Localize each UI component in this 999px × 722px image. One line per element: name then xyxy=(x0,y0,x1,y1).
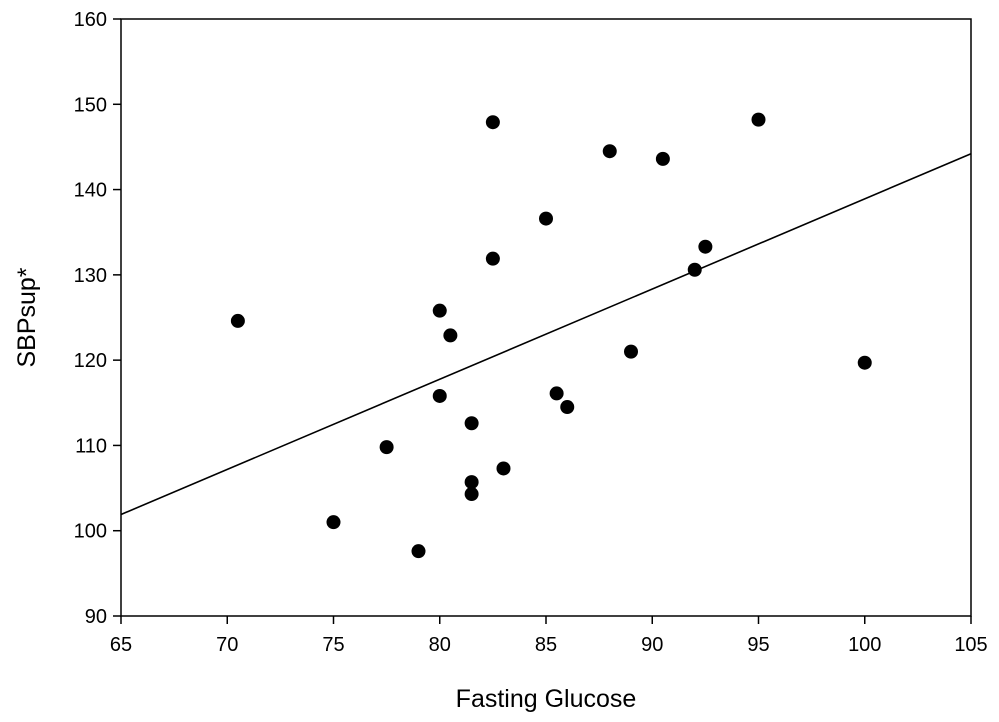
y-tick-label: 100 xyxy=(74,521,107,543)
data-point xyxy=(751,112,766,127)
y-tick-label: 90 xyxy=(85,606,107,628)
data-point xyxy=(624,344,638,359)
y-tick-label: 160 xyxy=(74,9,107,31)
y-axis-ticks: 90 100 110 120 130 140 150 160 xyxy=(74,9,121,628)
y-tick-label: 110 xyxy=(75,435,107,457)
data-point xyxy=(379,440,394,455)
data-point xyxy=(485,251,500,266)
x-tick-label: 75 xyxy=(322,634,344,656)
data-point xyxy=(560,400,575,415)
data-point xyxy=(602,144,617,159)
data-point xyxy=(857,355,872,370)
x-tick-label: 65 xyxy=(110,634,132,656)
axes xyxy=(120,18,972,617)
y-tick-label: 130 xyxy=(74,265,107,287)
x-tick-label: 85 xyxy=(535,634,557,656)
data-point xyxy=(496,461,511,476)
x-tick-label: 105 xyxy=(954,634,987,656)
x-tick-label: 90 xyxy=(641,634,663,656)
data-point xyxy=(443,328,458,343)
x-tick-label: 70 xyxy=(216,634,238,656)
data-point xyxy=(464,475,479,490)
data-point xyxy=(411,544,426,559)
data-point xyxy=(539,211,553,226)
y-tick-label: 140 xyxy=(74,180,107,202)
y-axis-label: SBPsup* xyxy=(13,267,41,367)
data-point xyxy=(230,313,245,328)
data-point xyxy=(655,151,670,166)
x-tick-label: 100 xyxy=(848,634,881,656)
data-point xyxy=(432,303,447,318)
y-tick-label: 120 xyxy=(74,350,107,372)
data-point xyxy=(326,515,341,530)
data-point xyxy=(687,262,702,277)
data-point xyxy=(432,388,447,403)
regression-line xyxy=(120,153,972,516)
plot-frame xyxy=(120,18,972,617)
data-point xyxy=(549,386,564,401)
trendline-group xyxy=(120,153,972,516)
data-point xyxy=(464,416,479,431)
x-axis-label: Fasting Glucose xyxy=(456,685,637,713)
data-point xyxy=(698,239,713,254)
data-points xyxy=(230,112,872,559)
x-axis-ticks: 65 70 75 80 85 90 95 100 105 xyxy=(110,616,988,656)
x-tick-label: 80 xyxy=(429,634,451,656)
data-point xyxy=(485,115,500,130)
data-point xyxy=(464,487,479,502)
y-tick-label: 150 xyxy=(74,94,107,116)
x-tick-label: 95 xyxy=(747,634,769,656)
